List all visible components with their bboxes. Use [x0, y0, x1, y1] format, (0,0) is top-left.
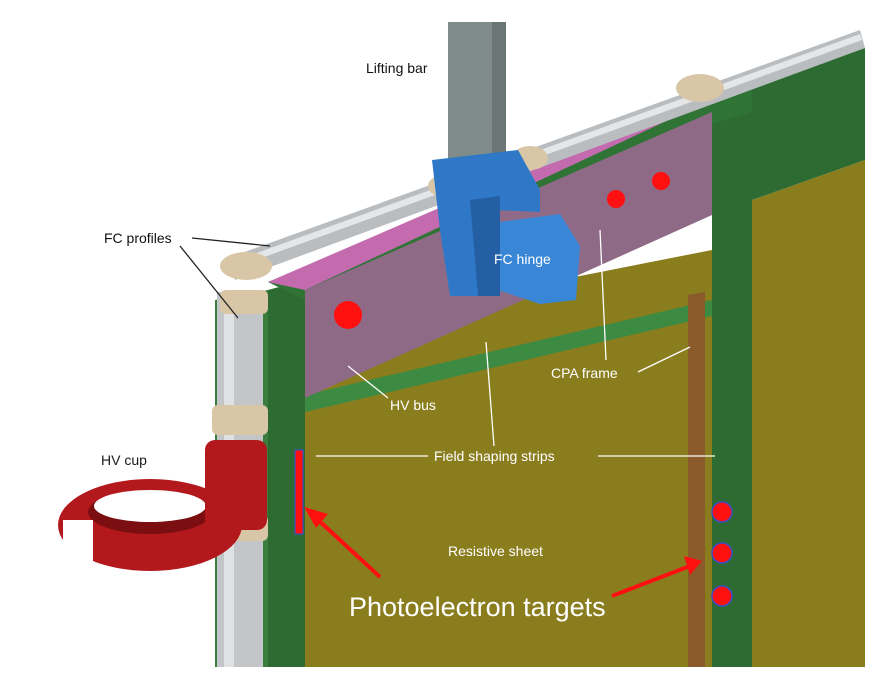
resistive-strip: [688, 292, 705, 667]
photoelectron-target: [711, 501, 733, 523]
profile-clamp-1: [212, 405, 268, 435]
label-fc-profiles: FC profiles: [104, 230, 172, 246]
right-frame-post: [712, 86, 752, 667]
fc-hinge-block: [498, 214, 580, 304]
photoelectron-target-strip: [294, 449, 304, 535]
rail-clamp-right: [676, 74, 724, 102]
label-lifting-bar: Lifting bar: [366, 60, 428, 76]
label-cpa-frame: CPA frame: [551, 365, 618, 381]
far-right-frame: [752, 48, 865, 200]
resistive-sheet-panel: [305, 250, 712, 667]
field-strips-leader: [485, 341, 495, 447]
photoelectron-target: [334, 301, 362, 329]
lifting-bar-shade: [492, 22, 506, 182]
photoelectron-target: [652, 172, 670, 190]
fc-profiles-leader: [179, 245, 239, 319]
left-frame-post: [268, 280, 305, 667]
target-arrow-right: [611, 556, 702, 598]
label-fc-hinge: FC hinge: [494, 251, 551, 267]
label-photoelectron-targets: Photoelectron targets: [349, 592, 606, 622]
label-resistive-sheet: Resistive sheet: [448, 543, 543, 559]
photoelectron-target: [711, 542, 733, 564]
hv-bus-leader: [347, 365, 389, 399]
rail-clamp-left: [220, 252, 272, 280]
cpa-frame-leader: [637, 346, 691, 373]
label-hv-cup: HV cup: [101, 452, 147, 468]
label-field-shaping-strips: Field shaping strips: [434, 448, 555, 464]
profile-clamp-3: [220, 290, 268, 314]
frame-inner-ledge: [305, 300, 712, 412]
cpa-frame-leader: [599, 229, 607, 361]
target-arrow-left: [304, 507, 382, 579]
fc-hinge-shadow: [470, 196, 500, 296]
photoelectron-target: [711, 585, 733, 607]
label-hv-bus: HV bus: [390, 397, 436, 413]
right-resistive-sheet-panel: [752, 160, 865, 667]
fc-profiles-leader: [191, 237, 271, 247]
hv-cup: [58, 440, 267, 582]
photoelectron-target: [607, 190, 625, 208]
